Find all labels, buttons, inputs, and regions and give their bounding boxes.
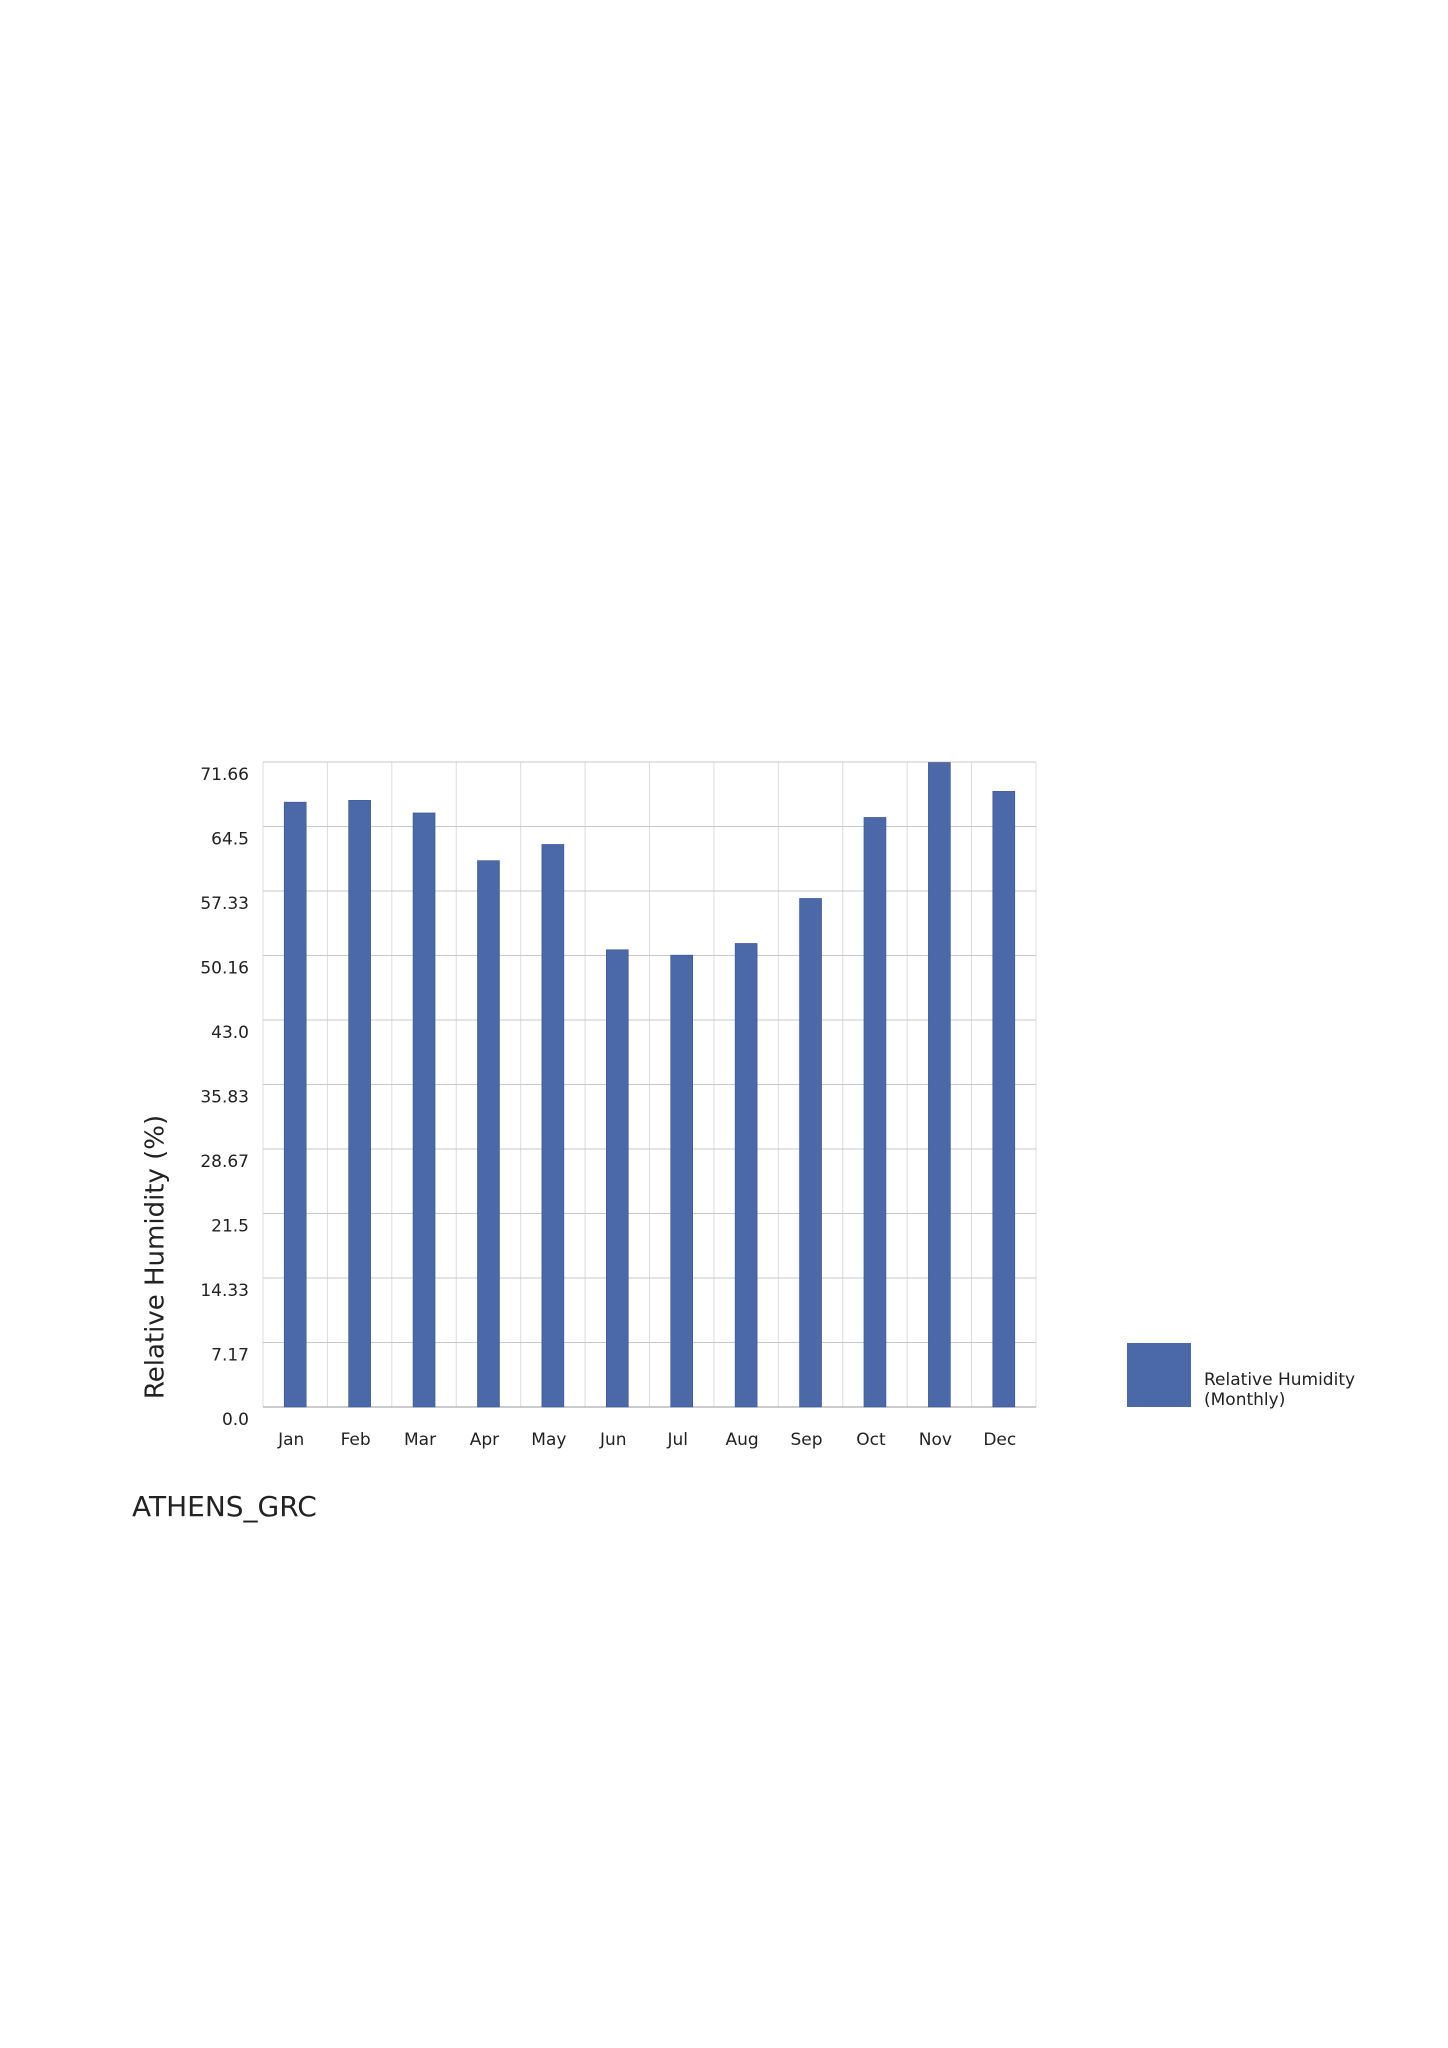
- x-tick-label: Dec: [983, 1430, 1016, 1450]
- bar: [670, 954, 694, 1408]
- bar: [477, 860, 500, 1408]
- x-tick-label: Jun: [599, 1430, 627, 1450]
- x-tick-label: Apr: [470, 1430, 499, 1450]
- bar: [992, 791, 1016, 1408]
- x-tick-label: Feb: [341, 1430, 371, 1450]
- x-tick-label: Sep: [791, 1430, 823, 1450]
- y-tick-label: 7.17: [211, 1345, 249, 1365]
- bar: [799, 898, 822, 1408]
- x-tick-label: Aug: [726, 1430, 759, 1450]
- y-tick-label: 21.5: [211, 1216, 249, 1236]
- legend-label: Relative Humidity (Monthly): [1204, 1370, 1356, 1410]
- y-tick-label: 14.33: [200, 1281, 249, 1301]
- x-tick-label: Oct: [856, 1430, 886, 1450]
- x-tick-label: Nov: [919, 1430, 952, 1450]
- y-tick-label: 71.66: [200, 765, 249, 785]
- x-tick-label: Jul: [666, 1430, 688, 1450]
- bar: [283, 801, 307, 1408]
- y-tick-label: 0.0: [222, 1410, 249, 1430]
- y-axis-label: Relative Humidity (%): [141, 1115, 171, 1399]
- bar: [348, 800, 371, 1408]
- y-tick-label: 50.16: [200, 959, 249, 979]
- x-tick-label: Jan: [277, 1430, 304, 1450]
- y-tick-label: 28.67: [200, 1152, 249, 1172]
- x-tick-label: Mar: [404, 1430, 436, 1450]
- bar: [734, 943, 758, 1408]
- chart-title: ATHENS_GRC: [132, 1490, 317, 1523]
- y-tick-label: 35.83: [200, 1088, 249, 1108]
- bar: [412, 812, 436, 1408]
- bar: [928, 762, 951, 1408]
- bar: [863, 817, 887, 1408]
- y-tick-label: 57.33: [200, 894, 249, 914]
- legend-swatch: [1127, 1343, 1191, 1407]
- bar: [541, 844, 565, 1408]
- x-tick-label: May: [531, 1430, 566, 1450]
- y-tick-label: 43.0: [211, 1023, 249, 1043]
- bar: [605, 949, 629, 1408]
- y-tick-label: 64.5: [211, 829, 249, 849]
